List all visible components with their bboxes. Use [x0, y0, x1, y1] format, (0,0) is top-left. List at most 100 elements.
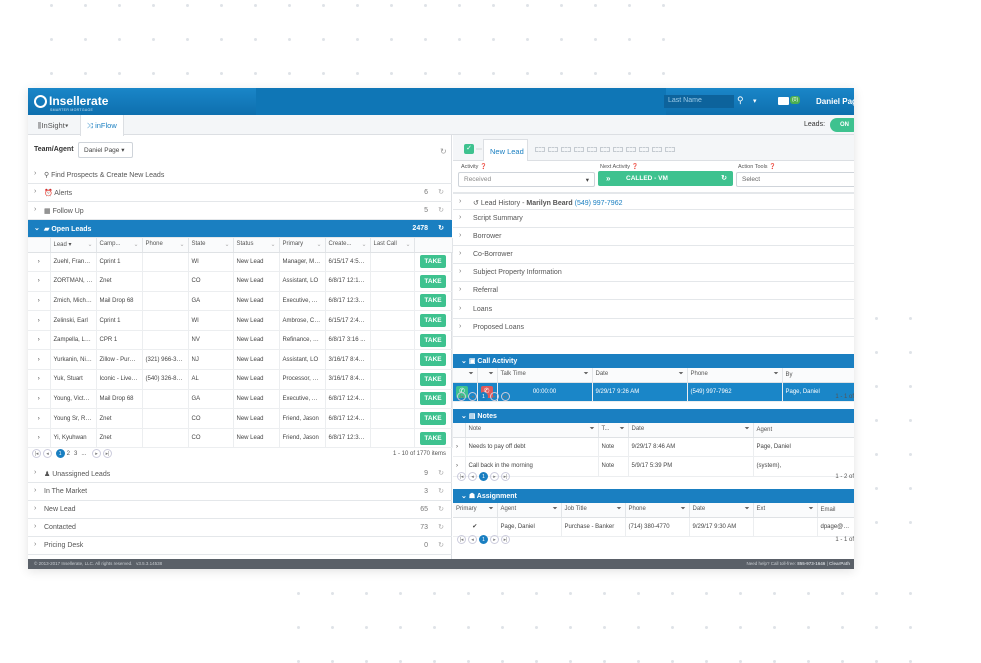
refresh-icon[interactable]: ↻: [438, 488, 444, 495]
tab-insight[interactable]: ⫼InSight▾: [38, 121, 69, 130]
last-page-button[interactable]: ▸|: [501, 392, 510, 401]
user-name[interactable]: Daniel Page: [816, 97, 854, 106]
leads-toggle[interactable]: ON: [830, 118, 854, 132]
filter-icon[interactable]: ⏷: [744, 426, 750, 433]
page-1-button[interactable]: 1: [55, 449, 65, 458]
empty-tab-slot[interactable]: [587, 147, 597, 152]
take-lead-button[interactable]: TAKE: [420, 255, 446, 269]
col-agent[interactable]: Agent ⏷: [497, 503, 562, 518]
chevron-down-icon[interactable]: ⌄: [87, 242, 93, 249]
empty-tab-slot[interactable]: [574, 147, 584, 152]
prev-page-button[interactable]: ◂: [43, 449, 52, 458]
take-lead-button[interactable]: TAKE: [420, 412, 446, 426]
chevron-down-icon[interactable]: ⌄: [133, 242, 139, 249]
expand-row-icon[interactable]: ›: [28, 330, 51, 351]
chevron-down-icon[interactable]: ⌄: [179, 242, 185, 249]
table-row[interactable]: › Yi, Kyuhwan Znet CO New Lead Friend, Jason 6…: [28, 428, 453, 449]
chevron-down-icon[interactable]: ⌄: [224, 242, 230, 249]
page-3-button[interactable]: 3: [74, 451, 78, 457]
table-row[interactable]: › Call back in the morning Note 5/9/17 5:39…: [453, 456, 854, 477]
filter-icon[interactable]: ⏷: [468, 371, 474, 378]
filter-icon[interactable]: ⏷: [680, 506, 686, 513]
section-subject-property-information[interactable]: › Subject Property Information: [453, 264, 854, 283]
expand-row-icon[interactable]: ›: [28, 408, 51, 429]
section-loans[interactable]: › Loans: [453, 301, 854, 319]
empty-tab-slot[interactable]: [548, 147, 558, 152]
table-row[interactable]: › Needs to pay off debt Note 9/29/17 8:46 A…: [453, 437, 854, 458]
take-lead-button[interactable]: TAKE: [420, 294, 446, 308]
first-page-button[interactable]: |◂: [457, 472, 466, 481]
expand-row-icon[interactable]: ›: [28, 389, 51, 410]
table-row[interactable]: › Yuk, Stuart Iconic - Live T... (540) 326-…: [28, 369, 453, 390]
next-page-button[interactable]: ▸: [490, 392, 499, 401]
page-2-button[interactable]: 2: [66, 451, 71, 457]
table-row[interactable]: › ZORTMAN, R... Znet CO New Lead Assistant, L…: [28, 271, 453, 292]
expand-row-icon[interactable]: ›: [28, 349, 51, 371]
col-create[interactable]: Create... ⌄: [325, 238, 371, 253]
page-1-button[interactable]: 1: [479, 472, 488, 481]
section-co-borrower[interactable]: › Co-Borrower: [453, 246, 854, 265]
call-activity-header[interactable]: ⌄ ▣ Call Activity: [453, 354, 854, 368]
expand-row-icon[interactable]: ›: [453, 437, 466, 458]
table-row[interactable]: › Young, Victoria Mail Drop 68 GA New Lead Ex…: [28, 389, 453, 410]
col-agent[interactable]: Agent: [753, 423, 854, 438]
prev-page-button[interactable]: ◂: [468, 535, 477, 544]
prev-page-button[interactable]: ◂: [468, 472, 477, 481]
activity-select[interactable]: Received ▾: [458, 172, 595, 187]
filter-icon[interactable]: ⏷: [773, 371, 779, 378]
table-row[interactable]: › Yurkanin, Nikki Zillow - Purch... (321) 9…: [28, 349, 453, 371]
expand-row-icon[interactable]: ›: [28, 271, 51, 292]
chevron-down-icon[interactable]: ⌄: [316, 242, 322, 249]
prev-page-button[interactable]: ◂: [468, 392, 477, 401]
refresh-icon[interactable]: ↻: [438, 506, 444, 513]
empty-tab-slot[interactable]: [613, 147, 623, 152]
take-lead-button[interactable]: TAKE: [420, 333, 446, 347]
col-ext[interactable]: Ext ⏷: [753, 503, 818, 518]
col-phone[interactable]: Phone ⏷: [625, 503, 690, 518]
take-lead-button[interactable]: TAKE: [420, 353, 446, 367]
next-page-button[interactable]: ▸: [92, 449, 102, 458]
refresh-icon[interactable]: ↻: [440, 147, 447, 156]
expand-row-icon[interactable]: ›: [28, 310, 51, 331]
tab-inflow[interactable]: ⤨ inFlow: [80, 115, 124, 136]
col-state[interactable]: State ⌄: [188, 238, 234, 253]
col-primary[interactable]: Primary ⌄: [279, 238, 326, 253]
table-row[interactable]: › Zelinski, Earl Cprint 1 WI New Lead Ambrose…: [28, 310, 453, 331]
notes-header[interactable]: ⌄ ▤ Notes: [453, 409, 854, 423]
table-row[interactable]: › Zampella, Lois CPR 1 NV New Lead Refinance,…: [28, 330, 453, 351]
col-email[interactable]: Email: [817, 503, 854, 518]
refresh-icon[interactable]: ↻: [438, 470, 444, 477]
bottom_sections-new-lead[interactable]: › New Lead 65 ↻: [28, 501, 452, 519]
empty-tab-slot[interactable]: [665, 147, 675, 152]
filter-icon[interactable]: ⏷: [808, 506, 814, 513]
chevron-down-icon[interactable]: ⌄: [270, 242, 276, 249]
filter-icon[interactable]: ⏷: [744, 506, 750, 513]
empty-tab-slot[interactable]: [600, 147, 610, 152]
empty-tab-slot[interactable]: [652, 147, 662, 152]
col-date[interactable]: Date ⏷: [592, 368, 688, 383]
empty-tab-slot[interactable]: [561, 147, 571, 152]
col-type[interactable]: T... ⏷: [598, 423, 629, 438]
bottom_sections-contacted[interactable]: › Contacted 73 ↻: [28, 519, 452, 537]
last-page-button[interactable]: ▸|: [501, 535, 510, 544]
open-leads-header[interactable]: ⌄ ▰ Open Leads 2478 ↻: [28, 220, 452, 238]
top_sections-alerts[interactable]: › ⏰ Alerts 6 ↻: [28, 184, 452, 202]
section-script-summary[interactable]: › Script Summary: [453, 210, 854, 228]
col-date[interactable]: Date ⏷: [689, 503, 754, 518]
bottom_sections-pricing-desk[interactable]: › Pricing Desk 0 ↻: [28, 537, 452, 555]
lead-history-section[interactable]: › ↺ Lead History - Marilyn Beard (549) 9…: [453, 192, 854, 210]
top_sections-follow-up[interactable]: › ▦ Follow Up 5 ↻: [28, 202, 452, 220]
filter-icon[interactable]: ⏷: [583, 371, 589, 378]
take-lead-button[interactable]: TAKE: [420, 372, 446, 386]
filter-icon[interactable]: ⏷: [678, 371, 684, 378]
col-phone[interactable]: Phone ⌄: [142, 238, 189, 253]
section-borrower[interactable]: › Borrower: [453, 228, 854, 247]
col-date[interactable]: Date ⏷: [628, 423, 754, 438]
empty-tab-slot[interactable]: [639, 147, 649, 152]
first-page-button[interactable]: |◂: [457, 392, 466, 401]
table-row[interactable]: ✔ Page, Daniel Purchase - Banker (714) 3…: [453, 517, 854, 538]
col-lastcall[interactable]: Last Call ⌄: [370, 238, 415, 253]
take-lead-button[interactable]: TAKE: [420, 392, 446, 406]
col-status[interactable]: Status ⌄: [233, 238, 280, 253]
next-page-button[interactable]: ▸: [490, 535, 499, 544]
